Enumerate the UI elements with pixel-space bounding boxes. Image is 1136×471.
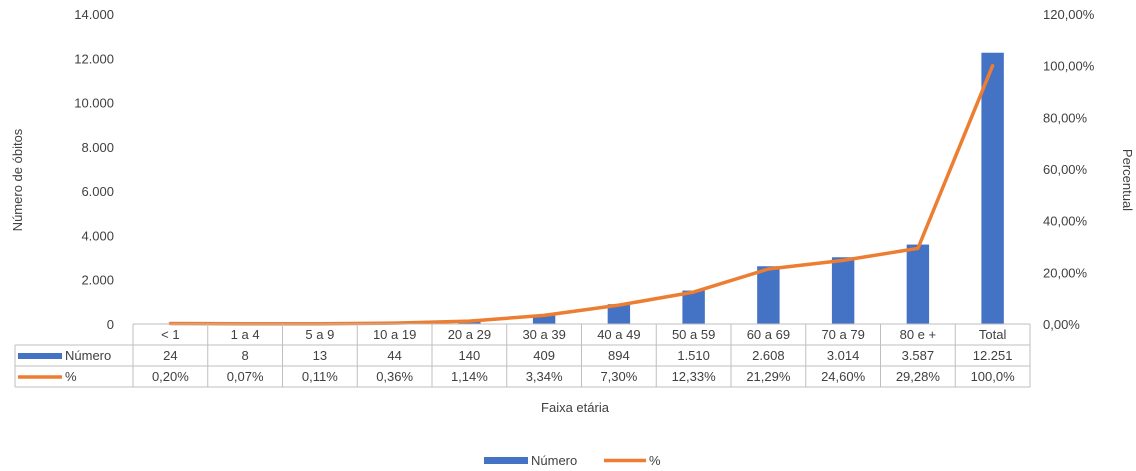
bar-value-label: 44 — [387, 348, 401, 363]
y-tick-label: 10.000 — [74, 96, 114, 111]
category-label: 50 a 59 — [672, 327, 715, 342]
category-label: 80 e + — [900, 327, 937, 342]
bar-value-label: 3.587 — [902, 348, 935, 363]
row-header: Número — [65, 348, 111, 363]
y2-tick-label: 0,00% — [1043, 317, 1080, 332]
y-tick-label: 14.000 — [74, 7, 114, 22]
bar-value-label: 894 — [608, 348, 630, 363]
y2-tick-label: 100,00% — [1043, 59, 1095, 74]
bar — [906, 244, 930, 324]
y-axis-label: Número de óbitos — [10, 128, 25, 231]
x-axis-label: Faixa etária — [541, 400, 610, 415]
y-tick-label: 6.000 — [81, 184, 114, 199]
bar-value-label: 1.510 — [677, 348, 710, 363]
bar-value-label: 2.608 — [752, 348, 785, 363]
category-label: 60 a 69 — [747, 327, 790, 342]
bar — [607, 304, 631, 324]
percent-value-label: 12,33% — [672, 369, 717, 384]
percent-value-label: 0,36% — [376, 369, 413, 384]
category-label: 10 a 19 — [373, 327, 416, 342]
percent-value-label: 3,34% — [526, 369, 563, 384]
category-label: 1 a 4 — [231, 327, 260, 342]
y-tick-label: 8.000 — [81, 140, 114, 155]
bar-value-label: 409 — [533, 348, 555, 363]
legend-label: % — [649, 453, 661, 468]
percent-value-label: 29,28% — [896, 369, 941, 384]
category-label: Total — [979, 327, 1007, 342]
percent-value-label: 0,07% — [227, 369, 264, 384]
bar — [981, 52, 1004, 325]
y-axis-ticks: 0 2.000 4.000 6.000 8.000 10.000 12.000 14.000 — [74, 7, 114, 332]
y-tick-label: 0 — [107, 317, 114, 332]
bar-value-label: 13 — [313, 348, 327, 363]
bar-value-label: 3.014 — [827, 348, 860, 363]
y2-tick-label: 40,00% — [1043, 214, 1088, 229]
y-tick-label: 4.000 — [81, 228, 114, 243]
percent-value-label: 0,20% — [152, 369, 189, 384]
category-label: 70 a 79 — [821, 327, 864, 342]
data-table: < 1 1 a 4 5 a 9 10 a 19 20 a 29 30 a 39 40 a 4… — [14, 323, 1031, 388]
row-key-bar — [18, 353, 62, 359]
percent-line — [168, 63, 995, 326]
row-header: % — [65, 369, 77, 384]
legend-label: Número — [531, 453, 577, 468]
bar-value-label: 12.251 — [973, 348, 1013, 363]
bar-value-label: 24 — [163, 348, 177, 363]
bar-value-label: 8 — [242, 348, 249, 363]
y2-tick-label: 60,00% — [1043, 162, 1088, 177]
bar — [831, 257, 855, 324]
bar — [532, 314, 556, 324]
y-tick-label: 12.000 — [74, 51, 114, 66]
percent-value-label: 0,11% — [302, 369, 338, 384]
percent-value-label: 7,30% — [600, 369, 637, 384]
category-label: 5 a 9 — [305, 327, 334, 342]
y-tick-label: 2.000 — [81, 273, 114, 288]
bar-series — [159, 52, 1004, 325]
y2-axis-label: Percentual — [1120, 149, 1135, 211]
category-label: < 1 — [161, 327, 179, 342]
percent-value-label: 24,60% — [821, 369, 866, 384]
percent-value-label: 100,0% — [971, 369, 1016, 384]
legend: Número% — [484, 453, 661, 468]
percent-value-label: 21,29% — [746, 369, 791, 384]
y2-tick-label: 20,00% — [1043, 265, 1088, 280]
y2-tick-label: 120,00% — [1043, 7, 1095, 22]
category-label: 20 a 29 — [448, 327, 491, 342]
y2-tick-label: 80,00% — [1043, 110, 1088, 125]
bar — [757, 266, 780, 324]
category-label: 30 a 39 — [522, 327, 565, 342]
bar-value-label: 140 — [459, 348, 481, 363]
category-label: 40 a 49 — [597, 327, 640, 342]
bar — [682, 290, 705, 324]
y2-axis-ticks: 0,00% 20,00% 40,00% 60,00% 80,00% 100,00% 120,… — [1043, 7, 1095, 332]
percent-value-label: 1,14% — [451, 369, 488, 384]
legend-key-bar — [484, 457, 528, 464]
